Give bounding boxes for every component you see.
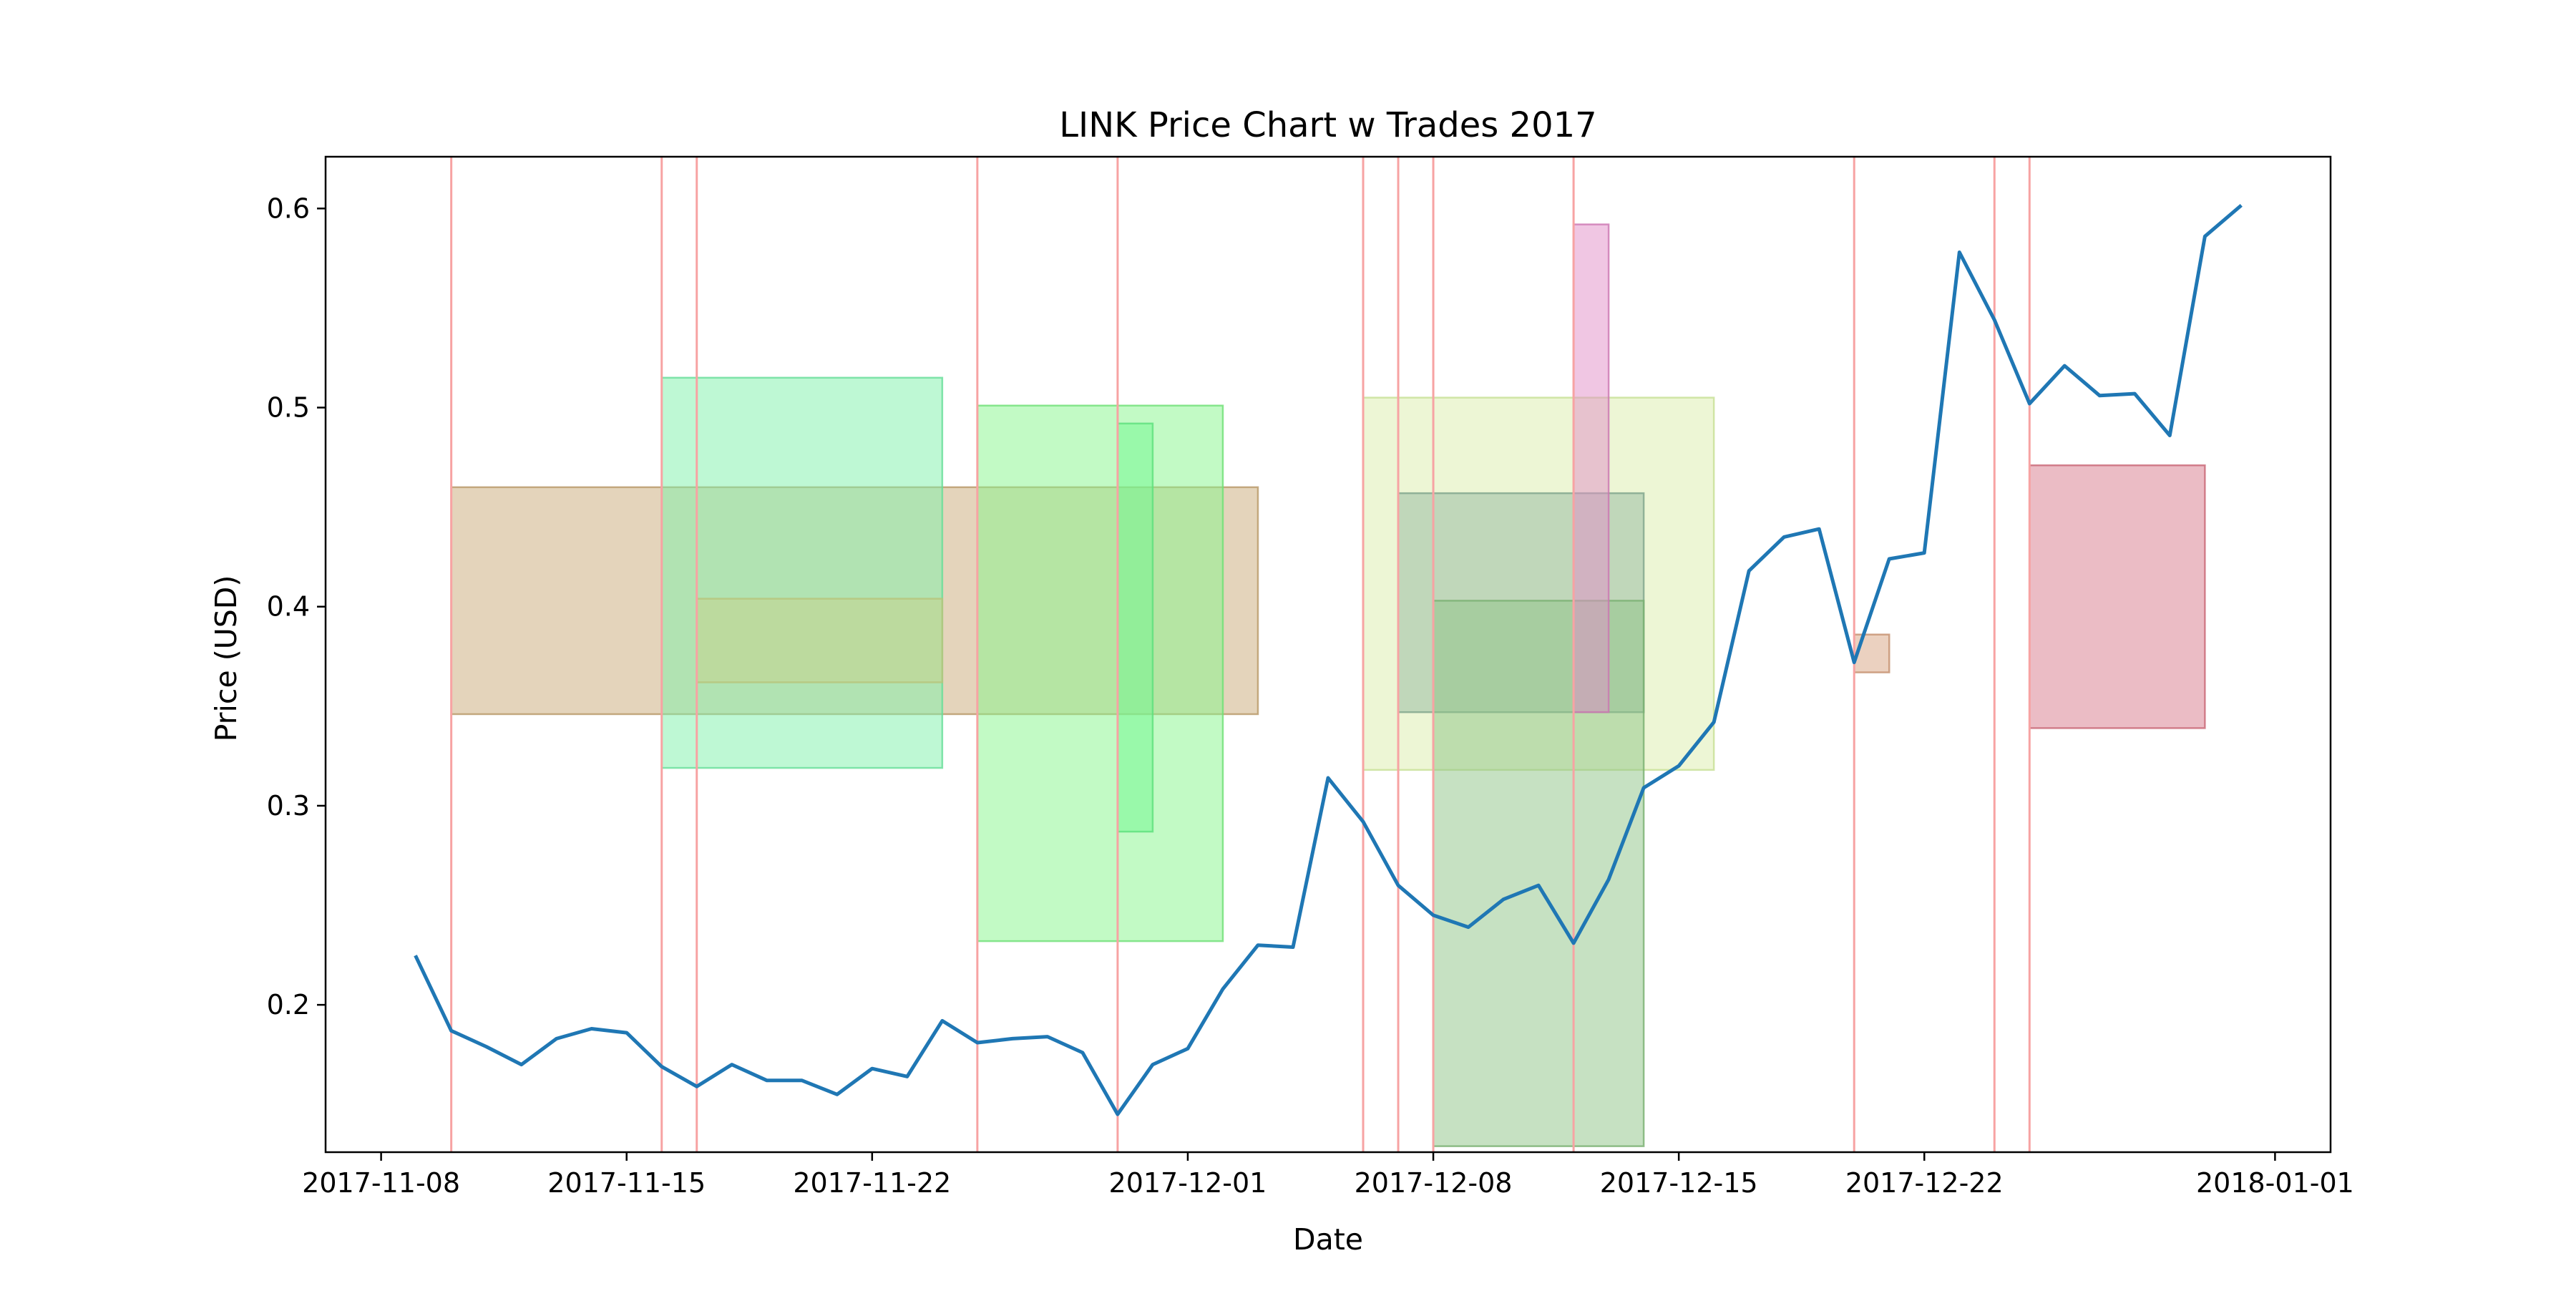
x-axis-label: Date <box>1293 1222 1363 1257</box>
trade-box-3 <box>977 406 1223 941</box>
x-tick-label-1: 2017-11-15 <box>547 1167 706 1199</box>
x-tick-label-2: 2017-11-22 <box>793 1167 951 1199</box>
x-tick-label-7: 2018-01-01 <box>2196 1167 2354 1199</box>
x-axis-ticks: 2017-11-08 2017-11-15 2017-11-22 2017-12-01… <box>302 1152 2354 1199</box>
x-tick-label-6: 2017-12-22 <box>1845 1167 2004 1199</box>
y-tick-label-3: 0.5 <box>267 392 310 424</box>
trade-box-4 <box>1118 424 1153 832</box>
trade-boxes <box>452 225 2205 1146</box>
trade-box-8 <box>1574 225 1609 713</box>
y-axis-label: Price (USD) <box>209 575 243 742</box>
y-tick-label-2: 0.4 <box>267 591 310 623</box>
trade-box-9 <box>1854 635 1889 673</box>
trade-box-1 <box>662 378 942 768</box>
y-tick-label-1: 0.3 <box>267 790 310 822</box>
x-tick-label-5: 2017-12-15 <box>1600 1167 1758 1199</box>
x-tick-label-0: 2017-11-08 <box>302 1167 460 1199</box>
y-axis-ticks: 0.2 0.3 0.4 0.5 0.6 <box>267 193 326 1020</box>
chart-title: LINK Price Chart w Trades 2017 <box>1059 105 1596 145</box>
y-tick-label-4: 0.6 <box>267 193 310 224</box>
x-tick-label-3: 2017-12-01 <box>1109 1167 1267 1199</box>
x-tick-label-4: 2017-12-08 <box>1355 1167 1513 1199</box>
trade-box-2 <box>697 599 942 683</box>
trade-box-10 <box>2029 465 2205 728</box>
y-tick-label-0: 0.2 <box>267 989 310 1020</box>
